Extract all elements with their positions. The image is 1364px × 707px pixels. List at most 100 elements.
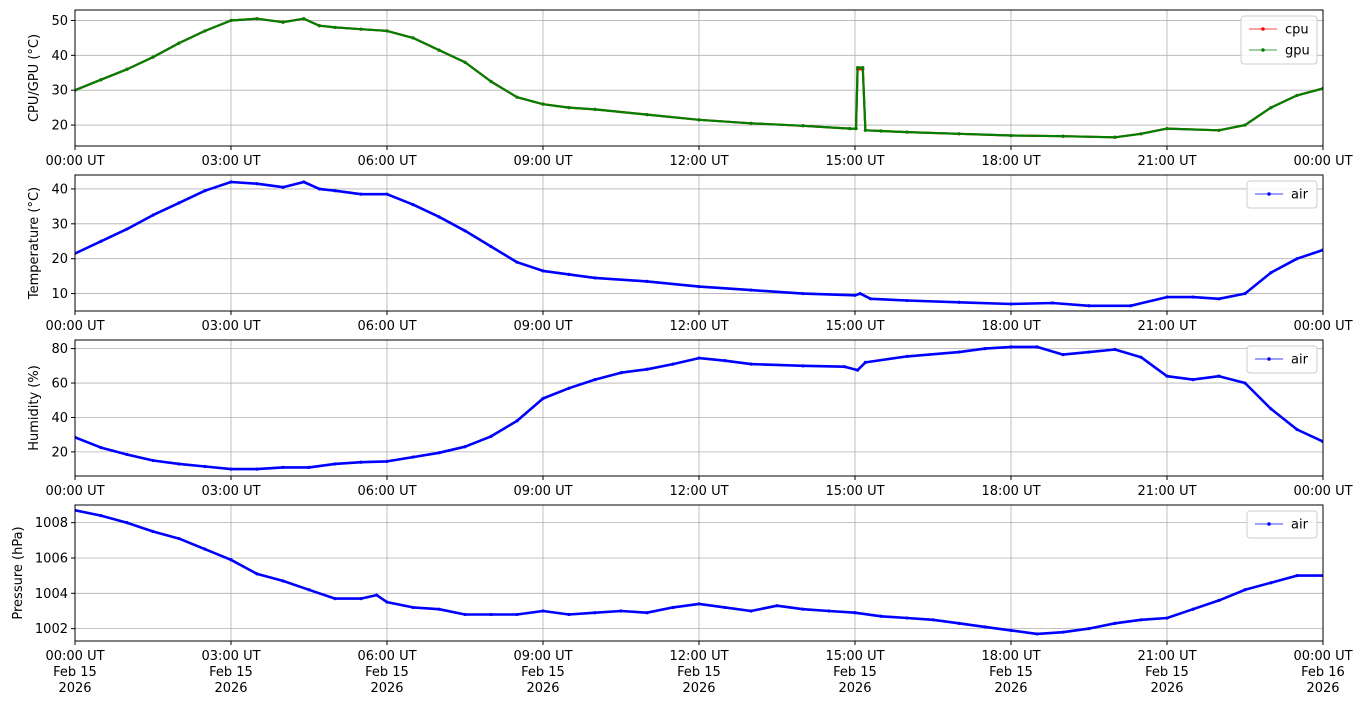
x-tick-label: 03:00 UT <box>201 154 260 169</box>
data-point <box>203 29 207 33</box>
y-tick-label: 10 <box>51 287 68 302</box>
y-tick-label: 20 <box>51 445 68 460</box>
series-line-gpu <box>75 17 1323 139</box>
x-tick-label: 15:00 UT <box>825 319 884 334</box>
data-point <box>1295 93 1299 98</box>
data-point <box>229 18 233 23</box>
panel-2: 10 20 30 40 00:00 UT 03:00 UT 06:00 UT 09:00 UT… <box>27 174 1353 334</box>
y-axis-label: Temperature (°C) <box>27 187 42 300</box>
data-point <box>489 612 493 617</box>
data-point <box>1139 132 1143 136</box>
data-point <box>151 529 155 534</box>
legend-marker <box>1267 192 1271 196</box>
data-point <box>99 445 103 450</box>
legend-label: gpu <box>1285 44 1310 59</box>
y-tick-label: 30 <box>51 84 68 99</box>
data-point <box>411 455 415 459</box>
series-air <box>75 508 1323 636</box>
data-point <box>645 113 649 117</box>
data-point <box>957 621 961 625</box>
data-point <box>1191 295 1195 299</box>
data-point <box>853 293 857 297</box>
data-point <box>359 597 363 601</box>
data-point <box>645 367 649 371</box>
data-point <box>515 95 519 99</box>
data-point <box>1139 355 1143 359</box>
x-tick-label: 18:00 UT <box>981 154 1040 169</box>
x-tick-label: 09:00 UT <box>513 484 572 499</box>
data-point <box>307 465 311 469</box>
data-point <box>515 612 519 617</box>
data-point <box>861 65 865 70</box>
data-point <box>281 465 285 469</box>
data-point <box>567 386 571 390</box>
data-point <box>489 434 493 439</box>
data-point <box>151 55 155 59</box>
data-point <box>1217 374 1221 378</box>
x-tick-label: 03:00 UT <box>201 319 260 334</box>
data-point <box>1113 347 1117 352</box>
data-point <box>385 459 389 463</box>
data-point <box>671 362 675 366</box>
y-tick-label: 1008 <box>35 516 68 531</box>
data-point <box>858 291 862 296</box>
x-tick-label: 12:00 UT Feb 15 2026 <box>669 649 728 696</box>
data-point <box>385 29 389 33</box>
data-point <box>1113 135 1117 139</box>
panel-4: 1002 1004 1006 1008 00:00 UT Feb 15 2026 03:00 … <box>11 504 1353 696</box>
data-point <box>1129 304 1133 308</box>
data-point <box>1165 374 1169 378</box>
data-point <box>697 118 701 122</box>
data-point <box>125 227 129 231</box>
data-point <box>99 239 103 243</box>
data-point <box>567 272 571 276</box>
x-tick-label: 18:00 UT <box>981 319 1040 334</box>
data-point <box>723 359 727 363</box>
data-point <box>1243 381 1247 385</box>
data-point <box>905 354 909 358</box>
data-point <box>593 107 597 111</box>
data-point <box>1165 126 1169 131</box>
data-point <box>1087 304 1091 308</box>
data-point <box>255 182 259 186</box>
data-point <box>489 79 493 84</box>
data-point <box>827 609 831 613</box>
data-point <box>879 129 883 133</box>
x-tick-label: 00:00 UT Feb 16 2026 <box>1293 649 1352 696</box>
data-point <box>281 185 285 189</box>
data-point <box>1087 627 1091 631</box>
data-point <box>411 36 415 40</box>
x-tick-label: 00:00 UT <box>45 154 104 169</box>
data-point <box>1061 134 1065 138</box>
data-point <box>749 121 753 125</box>
data-point <box>1087 350 1091 354</box>
data-point <box>697 602 701 606</box>
x-tick-label: 06:00 UT <box>357 319 416 334</box>
data-point <box>1051 301 1055 305</box>
legend: air <box>1246 345 1318 374</box>
data-point <box>905 616 909 620</box>
legend: air <box>1246 510 1318 539</box>
data-point <box>177 41 181 45</box>
legend-marker <box>1261 27 1265 31</box>
data-point <box>801 607 805 611</box>
data-point <box>177 462 181 466</box>
y-tick-label: 40 <box>51 182 68 197</box>
data-point <box>541 269 545 273</box>
data-point <box>593 611 597 615</box>
data-point <box>203 189 207 193</box>
x-tick-label: 03:00 UT Feb 15 2026 <box>201 649 260 696</box>
data-point <box>593 276 597 280</box>
legend-box <box>1246 510 1318 539</box>
y-axis-label: Humidity (%) <box>27 365 42 451</box>
x-tick-label: 00:00 UT <box>1293 154 1352 169</box>
data-point <box>697 284 701 289</box>
data-point <box>125 521 129 525</box>
data-point <box>1165 295 1169 299</box>
x-tick-label: 06:00 UT <box>357 484 416 499</box>
data-point <box>1269 271 1273 275</box>
data-point <box>203 547 207 551</box>
data-point <box>1295 257 1299 261</box>
x-tick-label: 00:00 UT Feb 15 2026 <box>45 649 104 696</box>
x-tick-label: 12:00 UT <box>669 484 728 499</box>
